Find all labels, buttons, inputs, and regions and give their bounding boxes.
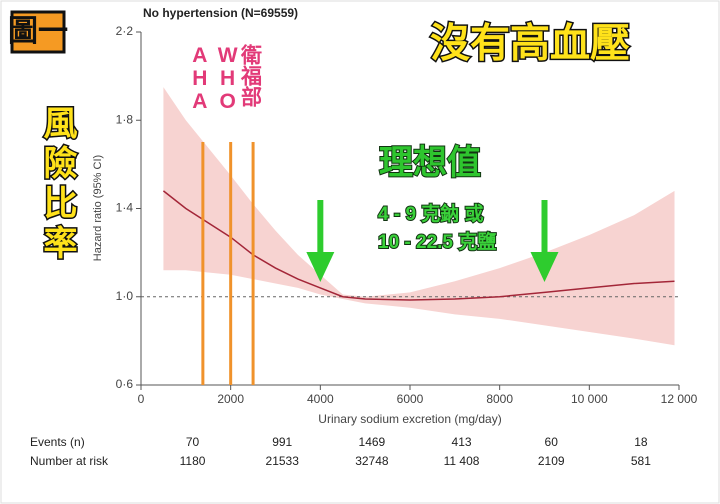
side-label: 風險比率 bbox=[38, 105, 77, 265]
x-tick-label: 2000 bbox=[217, 392, 244, 406]
y-tick-label: 0·6 bbox=[116, 377, 134, 391]
table-cell: 70 bbox=[186, 435, 200, 449]
guideline-label: AHA bbox=[188, 44, 211, 113]
x-tick-label: 12 000 bbox=[661, 392, 698, 406]
table-cell: 581 bbox=[631, 454, 651, 468]
y-tick-label: 1·4 bbox=[116, 201, 134, 215]
x-tick-label: 6000 bbox=[397, 392, 424, 406]
table-cell: 1180 bbox=[180, 454, 206, 468]
figure-label: 圖一 bbox=[8, 15, 68, 48]
plot-layer bbox=[136, 31, 680, 390]
table-cell: 11 408 bbox=[444, 454, 480, 468]
table-cell: 32748 bbox=[355, 454, 389, 468]
hazard-line bbox=[162, 190, 675, 301]
x-tick-label: 0 bbox=[138, 392, 145, 406]
ci-band bbox=[163, 87, 675, 346]
x-tick-label: 4000 bbox=[307, 392, 334, 406]
y-tick-label: 1·8 bbox=[116, 112, 134, 126]
table-cell: 21533 bbox=[266, 454, 300, 468]
ideal-line: 10 - 22.5 克鹽 bbox=[378, 230, 496, 253]
arrow bbox=[306, 200, 335, 282]
x-tick-label: 10 000 bbox=[571, 392, 608, 406]
table-cell: 60 bbox=[545, 435, 559, 449]
x-tick-label: 8000 bbox=[486, 392, 513, 406]
table-cell: 991 bbox=[272, 435, 292, 449]
figure-label-box bbox=[10, 10, 66, 54]
table-cell: 2109 bbox=[538, 454, 565, 468]
y-axis-label: Hazard ratio (95% CI) bbox=[92, 155, 104, 261]
table-row-label: Number at risk bbox=[30, 454, 109, 468]
ideal-line: 4 - 9 克鈉 或 bbox=[378, 202, 484, 225]
guideline-label: 衛福部 bbox=[239, 43, 263, 107]
table-cell: 413 bbox=[452, 435, 472, 449]
table-row-label: Events (n) bbox=[30, 435, 85, 449]
ideal-title: 理想值 bbox=[379, 144, 481, 182]
chart-title: No hypertension (N=69559) bbox=[143, 6, 298, 20]
y-tick-label: 1·0 bbox=[116, 289, 134, 303]
heading: 沒有高血壓 bbox=[430, 22, 630, 66]
table-cell: 18 bbox=[634, 435, 648, 449]
x-axis-label: Urinary sodium excretion (mg/day) bbox=[318, 412, 501, 426]
y-tick-label: 2·2 bbox=[116, 24, 134, 38]
table-cell: 1469 bbox=[359, 435, 386, 449]
arrow bbox=[530, 200, 559, 282]
guideline-label: WHO bbox=[216, 44, 239, 113]
